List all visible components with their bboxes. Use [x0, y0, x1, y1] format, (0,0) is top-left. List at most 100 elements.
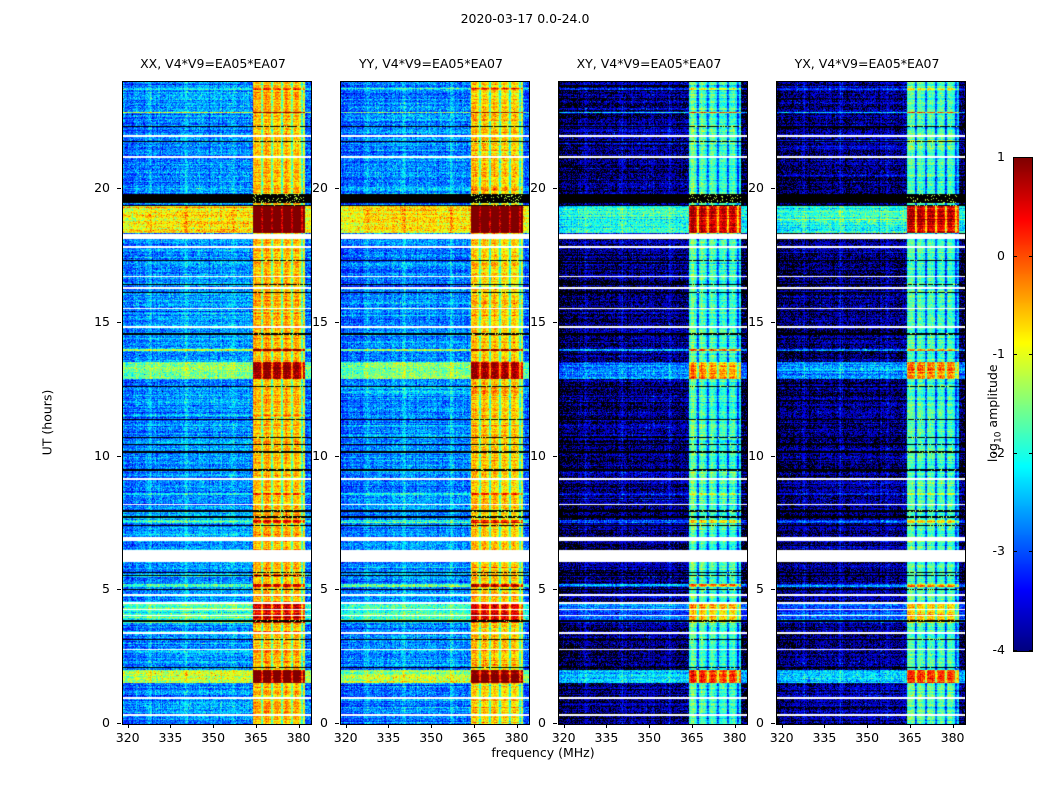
y-tick-mark	[553, 455, 557, 457]
x-tick-label: 335	[376, 730, 401, 745]
y-tick-mark	[335, 188, 339, 189]
y-tick-label: 0	[756, 715, 764, 730]
x-tick-label: 380	[504, 730, 529, 745]
colorbar-tick-mark	[1013, 354, 1017, 356]
colorbar-tick-label: 1	[997, 149, 1005, 164]
spectrogram-panel-yx[interactable]	[776, 81, 966, 725]
x-tick-mark	[127, 724, 129, 728]
colorbar-tick-mark	[1029, 650, 1033, 651]
x-tick-mark	[867, 724, 869, 728]
x-tick-mark	[473, 724, 475, 728]
colorbar-tick-mark	[1029, 551, 1033, 553]
x-tick-label: 320	[333, 730, 358, 745]
y-tick-mark	[771, 321, 775, 323]
colorbar-tick-mark	[1029, 157, 1033, 158]
colorbar-tick-mark	[1013, 157, 1017, 158]
y-tick-label: 5	[102, 581, 110, 597]
x-tick-label: 320	[551, 730, 576, 745]
y-tick-mark	[335, 723, 339, 724]
y-tick-label: 10	[530, 447, 546, 463]
x-tick-label: 365	[897, 730, 922, 745]
y-tick-mark	[335, 455, 339, 457]
y-tick-mark	[771, 188, 775, 189]
x-tick-label: 320	[769, 730, 794, 745]
figure-suptitle: 2020-03-17 0.0-24.0	[460, 11, 590, 26]
colorbar-tick-mark	[1013, 452, 1017, 454]
colorbar-tick-label: -4	[992, 642, 1005, 657]
colorbar-label: log10 amplitude	[984, 364, 1004, 463]
x-tick-mark	[255, 724, 257, 728]
y-tick-label: 10	[312, 447, 328, 463]
y-tick-label: 20	[94, 180, 110, 195]
y-axis-label: UT (hours)	[39, 389, 55, 456]
x-tick-label: 380	[722, 730, 747, 745]
y-tick-mark	[553, 188, 557, 189]
spectrogram-panel-yy[interactable]	[340, 81, 530, 725]
y-tick-mark	[117, 723, 121, 724]
panel-title-yx: YX, V4*V9=EA05*EA07	[794, 56, 940, 71]
y-tick-label: 20	[312, 180, 328, 195]
x-tick-label: 320	[115, 730, 140, 745]
y-tick-mark	[117, 321, 121, 323]
y-tick-mark	[553, 321, 557, 323]
x-tick-label: 350	[419, 730, 444, 745]
colorbar-tick-mark	[1013, 650, 1017, 651]
colorbar-tick-mark	[1029, 452, 1033, 454]
y-tick-label: 15	[94, 313, 110, 329]
y-tick-mark	[553, 589, 557, 591]
colorbar-tick-mark	[1013, 255, 1017, 257]
x-tick-mark	[781, 724, 783, 728]
x-tick-label: 380	[940, 730, 965, 745]
y-tick-label: 5	[538, 581, 546, 597]
colorbar-tick-mark	[1013, 551, 1017, 553]
x-tick-mark	[170, 724, 172, 728]
y-tick-mark	[771, 455, 775, 457]
y-tick-label: 0	[538, 715, 546, 730]
x-axis-label: frequency (MHz)	[491, 745, 595, 760]
y-tick-label: 20	[748, 180, 764, 195]
colorbar-tick-label: -1	[992, 346, 1005, 362]
colorbar-tick-mark	[1029, 354, 1033, 356]
x-tick-mark	[649, 724, 651, 728]
y-tick-label: 0	[102, 715, 110, 730]
colorbar-tick-label: -2	[992, 444, 1005, 460]
colorbar-tick-mark	[1029, 255, 1033, 257]
x-tick-label: 365	[243, 730, 268, 745]
y-tick-label: 5	[320, 581, 328, 597]
x-tick-mark	[909, 724, 911, 728]
y-tick-label: 15	[312, 313, 328, 329]
x-tick-mark	[563, 724, 565, 728]
panel-title-yy: YY, V4*V9=EA05*EA07	[359, 56, 503, 71]
x-tick-mark	[734, 724, 736, 728]
x-tick-mark	[516, 724, 518, 728]
colorbar-tick-label: -3	[992, 543, 1005, 559]
x-tick-mark	[952, 724, 954, 728]
y-tick-label: 5	[756, 581, 764, 597]
x-tick-mark	[298, 724, 300, 728]
x-tick-label: 350	[855, 730, 880, 745]
x-tick-label: 380	[286, 730, 311, 745]
x-tick-mark	[388, 724, 390, 728]
y-tick-mark	[335, 321, 339, 323]
y-tick-mark	[117, 188, 121, 189]
x-tick-mark	[606, 724, 608, 728]
spectrogram-panel-xy[interactable]	[558, 81, 748, 725]
panel-title-xy: XY, V4*V9=EA05*EA07	[576, 56, 722, 71]
y-tick-label: 10	[748, 447, 764, 463]
y-tick-label: 20	[530, 180, 546, 195]
x-tick-label: 335	[812, 730, 837, 745]
y-tick-mark	[117, 455, 121, 457]
y-tick-mark	[335, 589, 339, 591]
x-tick-label: 365	[461, 730, 486, 745]
y-tick-mark	[553, 723, 557, 724]
x-tick-label: 350	[637, 730, 662, 745]
y-tick-mark	[771, 589, 775, 591]
colorbar	[1013, 157, 1033, 652]
x-tick-mark	[431, 724, 433, 728]
y-tick-mark	[117, 589, 121, 591]
y-tick-label: 10	[94, 447, 110, 463]
x-tick-label: 350	[201, 730, 226, 745]
spectrogram-panel-xx[interactable]	[122, 81, 312, 725]
y-tick-label: 0	[320, 715, 328, 730]
